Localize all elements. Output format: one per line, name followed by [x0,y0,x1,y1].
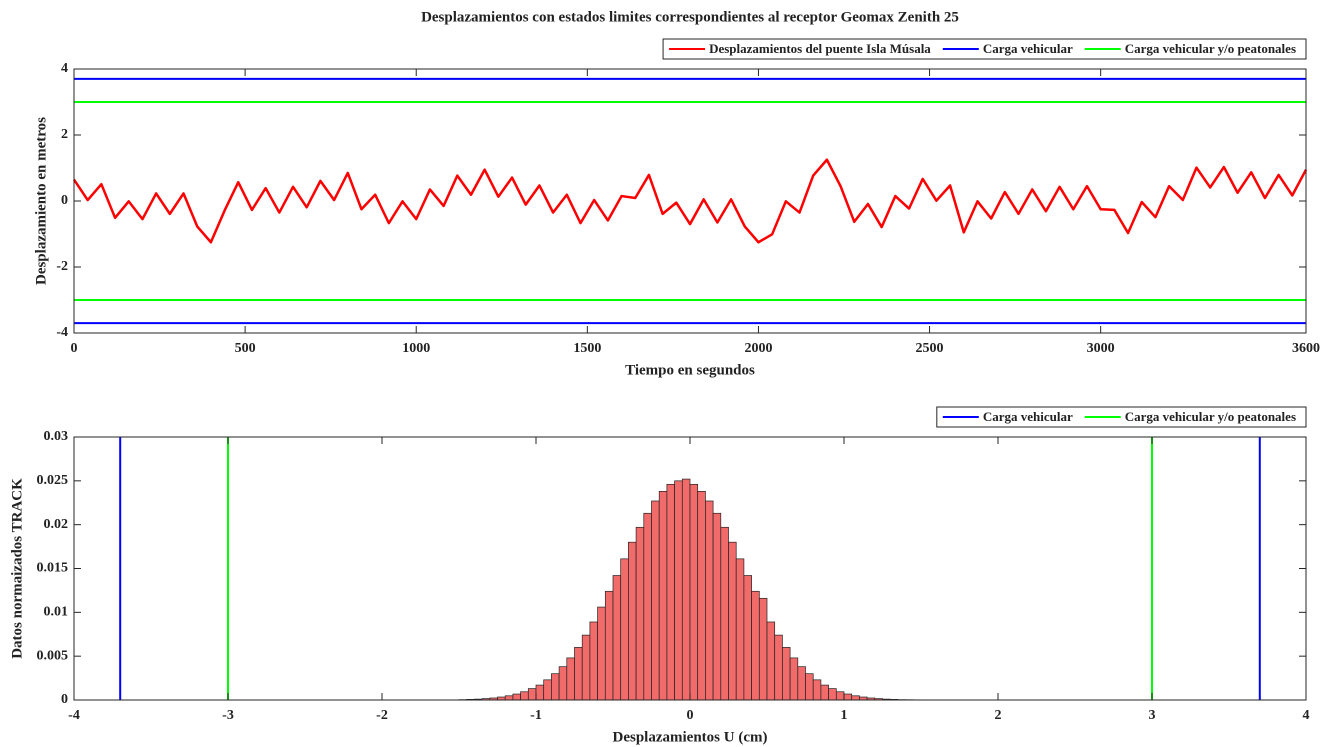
histogram-bar [628,541,637,701]
x-axis-label: Tiempo en segundos [625,362,755,378]
plot-content [72,77,1308,325]
histogram-bar [774,634,783,701]
histogram-bar [597,606,606,701]
histogram-bar [697,491,706,701]
x-tick-label: 3 [1149,708,1156,723]
y-tick-label: 0.01 [44,605,69,620]
y-axis-label: Desplazamiento en metros [33,117,49,285]
histogram-bar [643,512,652,701]
x-tick-label: 1 [841,708,848,723]
y-tick-label: 0.025 [37,473,69,488]
histogram-bar [805,673,814,701]
histogram-bar [751,590,760,701]
histogram-bar [835,691,845,701]
histogram-bar [566,657,575,701]
y-tick-label: 0.015 [37,561,69,576]
y-tick-label: 0.005 [37,648,69,663]
y-tick-label: 0.02 [44,517,69,532]
legend-label: Desplazamientos del puente Isla Músala [709,41,931,56]
x-tick-label: 2000 [744,341,772,356]
legend-label: Carga vehicular [983,409,1073,424]
histogram-bar [520,691,529,701]
y-tick-label: 0 [61,193,68,208]
histogram-bar [543,679,552,701]
histogram-bar [720,526,729,701]
x-tick-label: 1500 [573,341,601,356]
legend: Desplazamientos del puente Isla Músala Ca… [662,38,1307,60]
y-tick-label: -2 [56,259,68,274]
histogram-bar [581,634,591,701]
histogram-bar [551,673,560,701]
legend-box [936,406,1307,428]
plot-content [119,437,1261,701]
histogram-bar [604,590,614,701]
y-tick-label: 2 [61,127,68,142]
histogram-bar [527,688,537,701]
legend-label: Carga vehicular y/o peatonales [1125,41,1296,56]
x-tick-label: 2500 [916,341,944,356]
x-tick-label: 3600 [1292,341,1320,356]
x-tick-label: 2 [995,708,1002,723]
y-tick-label: 4 [61,61,68,76]
histogram-bar [635,526,645,701]
histogram-bar [712,512,722,701]
histogram-bar [512,693,521,701]
legend-label: Carga vehicular y/o peatonales [1125,409,1296,424]
y-tick-label: 0.03 [44,429,69,444]
histogram-bar [535,684,545,701]
histogram-bar [612,575,622,701]
plot-area [74,69,1306,333]
histogram-bar [620,558,629,701]
x-tick-label: -1 [530,708,542,723]
histogram-bar [651,500,660,701]
histogram-bar [674,480,683,701]
histogram-bar [558,666,568,701]
histogram-bar [658,491,668,701]
y-tick-label: -4 [56,325,68,340]
histogram-bar [735,558,745,701]
x-tick-label: 1000 [402,341,430,356]
histogram-bar [820,684,829,701]
x-tick-label: -4 [68,708,80,723]
histogram-bar [828,688,837,701]
histogram-bar [812,679,822,701]
histogram-bar [574,647,583,701]
histogram-bar [797,666,806,701]
histogram-bar [666,483,675,701]
x-tick-label: 0 [71,341,78,356]
x-tick-label: 3000 [1087,341,1115,356]
legend-box [662,38,1307,60]
histogram-bar [589,621,598,701]
legend-label: Carga vehicular [983,41,1073,56]
histogram-bar [843,693,853,701]
histogram-bar [743,575,752,701]
histogram-bar [782,647,791,701]
histogram-bar [689,483,699,701]
histogram-bar [705,500,714,701]
histogram-bar [851,695,860,701]
x-tick-label: 500 [235,341,256,356]
y-tick-label: 0 [61,692,68,707]
x-tick-label: 4 [1303,708,1310,723]
x-axis-label: Desplazamientos U (cm) [613,729,768,745]
histogram-bar [766,621,776,701]
x-tick-label: -2 [376,708,388,723]
y-axis-label: Datos normaizados TRACK [9,478,25,659]
histogram-bar [681,478,691,701]
data-line [72,158,1308,244]
histogram-bar [789,657,799,701]
x-tick-label: -3 [222,708,234,723]
histogram-bar [728,541,737,701]
chart-title: Desplazamientos con estados limites corr… [421,9,959,25]
x-tick-label: 0 [687,708,694,723]
histogram-bar [758,597,768,701]
histogram-bar [504,695,514,701]
legend: Carga vehicular Carga vehicular y/o peato… [936,406,1307,428]
